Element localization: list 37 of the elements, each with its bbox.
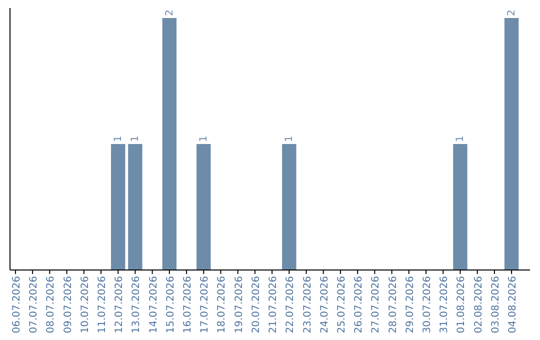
x-tick-label: 12.07.2026 [114, 276, 126, 334]
data-label: 1 [455, 136, 466, 142]
x-tick-label: 02.08.2026 [473, 276, 484, 334]
x-tick-label: 28.07.2026 [388, 276, 399, 334]
x-tick-label: 13.07.2026 [131, 276, 142, 334]
x-tick-label: 30.07.2026 [422, 276, 434, 334]
x-tick-label: 29.07.2026 [404, 276, 416, 334]
x-tick-label: 06.07.2026 [11, 276, 22, 334]
x-tick-label: 26.07.2026 [354, 276, 365, 334]
x-tick-label: 04.08.2026 [508, 276, 519, 334]
x-tick-label: 11.07.2026 [96, 276, 108, 334]
x-tick-label: 14.07.2026 [148, 276, 160, 334]
x-tick-label: 17.07.2026 [200, 276, 211, 334]
data-label: 1 [130, 136, 142, 142]
data-label: 1 [113, 136, 124, 142]
x-tick-label: 10.07.2026 [80, 276, 91, 334]
x-tick-label: 18.07.2026 [216, 276, 228, 334]
x-tick-label: 15.07.2026 [165, 276, 176, 334]
x-tick-label: 20.07.2026 [250, 276, 262, 334]
x-tick-label: 07.07.2026 [28, 276, 40, 334]
x-tick-label: 22.07.2026 [285, 276, 296, 334]
x-tick-label: 16.07.2026 [182, 276, 194, 334]
x-tick-label: 03.08.2026 [490, 276, 502, 334]
x-tick-label: 27.07.2026 [370, 276, 382, 334]
x-tick-label: 31.07.2026 [439, 276, 450, 334]
x-tick-label: 01.08.2026 [456, 276, 468, 334]
x-tick-label: 23.07.2026 [302, 276, 314, 334]
x-tick-label: 08.07.2026 [46, 276, 57, 334]
data-label: 1 [284, 136, 296, 142]
x-tick-label: 09.07.2026 [62, 276, 74, 334]
x-tick-label: 25.07.2026 [336, 276, 348, 334]
data-label: 2 [506, 10, 518, 16]
data-label: 2 [164, 10, 176, 16]
x-tick-label: 24.07.2026 [319, 276, 330, 334]
x-tick-label: 19.07.2026 [234, 276, 245, 334]
x-tick-label: 21.07.2026 [268, 276, 280, 334]
data-label: 1 [198, 136, 210, 142]
